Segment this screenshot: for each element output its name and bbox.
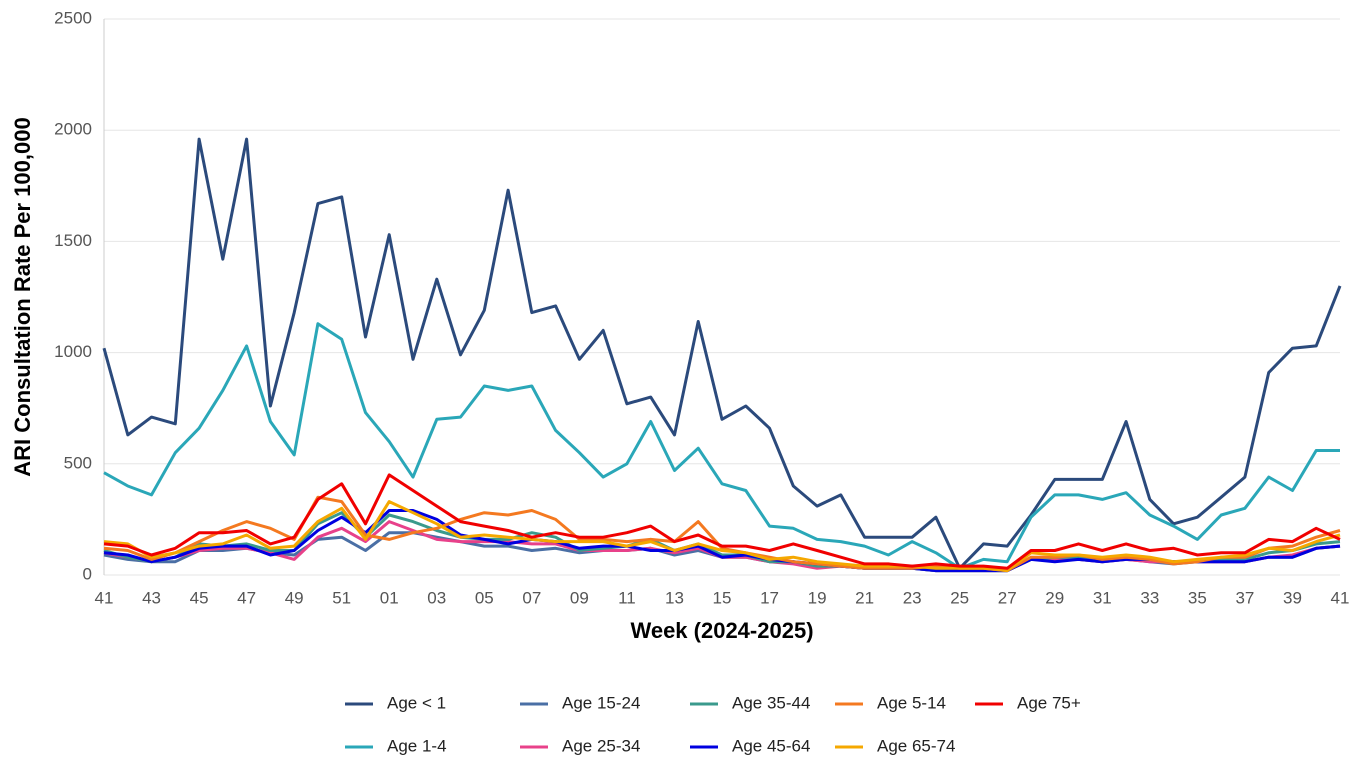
- legend-label: Age 15-24: [562, 693, 640, 712]
- x-tick-label: 05: [475, 588, 494, 607]
- series-line: [103, 322, 1340, 570]
- x-tick-label: 31: [1093, 588, 1112, 607]
- x-tick-label: 21: [855, 588, 874, 607]
- legend-label: Age 75+: [1017, 693, 1081, 712]
- x-tick-label: 25: [950, 588, 969, 607]
- legend-label: Age < 1: [387, 693, 446, 712]
- x-tick-label: 41: [1331, 588, 1350, 607]
- y-tick-label: 500: [64, 453, 92, 472]
- legend-label: Age 45-64: [732, 736, 810, 755]
- series-line: [102, 137, 1342, 570]
- x-tick-label: 35: [1188, 588, 1207, 607]
- x-tick-label: 03: [427, 588, 446, 607]
- legend-label: Age 1-4: [387, 736, 447, 755]
- x-tick-label: 01: [380, 588, 399, 607]
- x-axis-title: Week (2024-2025): [630, 618, 813, 643]
- x-tick-label: 19: [808, 588, 827, 607]
- x-tick-label: 29: [1045, 588, 1064, 607]
- legend-label: Age 35-44: [732, 693, 810, 712]
- x-tick-label: 41: [95, 588, 114, 607]
- y-axis-title: ARI Consultation Rate Per 100,000: [10, 117, 35, 476]
- x-tick-label: 33: [1140, 588, 1159, 607]
- x-tick-label: 11: [618, 588, 636, 607]
- x-tick-label: 23: [903, 588, 922, 607]
- x-tick-label: 45: [190, 588, 209, 607]
- x-tick-label: 17: [760, 588, 779, 607]
- x-tick-label: 43: [142, 588, 161, 607]
- legend-label: Age 5-14: [877, 693, 946, 712]
- legend-label: Age 65-74: [877, 736, 955, 755]
- y-tick-label: 1500: [54, 231, 92, 250]
- x-tick-label: 39: [1283, 588, 1302, 607]
- x-tick-label: 47: [237, 588, 256, 607]
- x-tick-label: 49: [285, 588, 304, 607]
- x-tick-label: 37: [1235, 588, 1254, 607]
- y-tick-label: 2500: [54, 8, 92, 27]
- legend-label: Age 25-34: [562, 736, 640, 755]
- x-tick-label: 07: [522, 588, 541, 607]
- x-tick-label: 13: [665, 588, 684, 607]
- series-line: [103, 500, 1341, 573]
- series-line: [103, 473, 1341, 570]
- y-tick-label: 2000: [54, 120, 92, 139]
- y-tick-label: 1000: [54, 342, 92, 361]
- x-tick-label: 27: [998, 588, 1017, 607]
- x-tick-label: 51: [332, 588, 351, 607]
- x-tick-label: 09: [570, 588, 589, 607]
- x-tick-label: 15: [713, 588, 732, 607]
- y-tick-label: 0: [83, 564, 92, 583]
